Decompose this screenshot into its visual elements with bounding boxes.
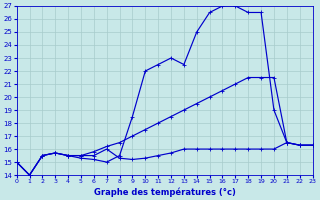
X-axis label: Graphe des températures (°c): Graphe des températures (°c) xyxy=(94,187,236,197)
